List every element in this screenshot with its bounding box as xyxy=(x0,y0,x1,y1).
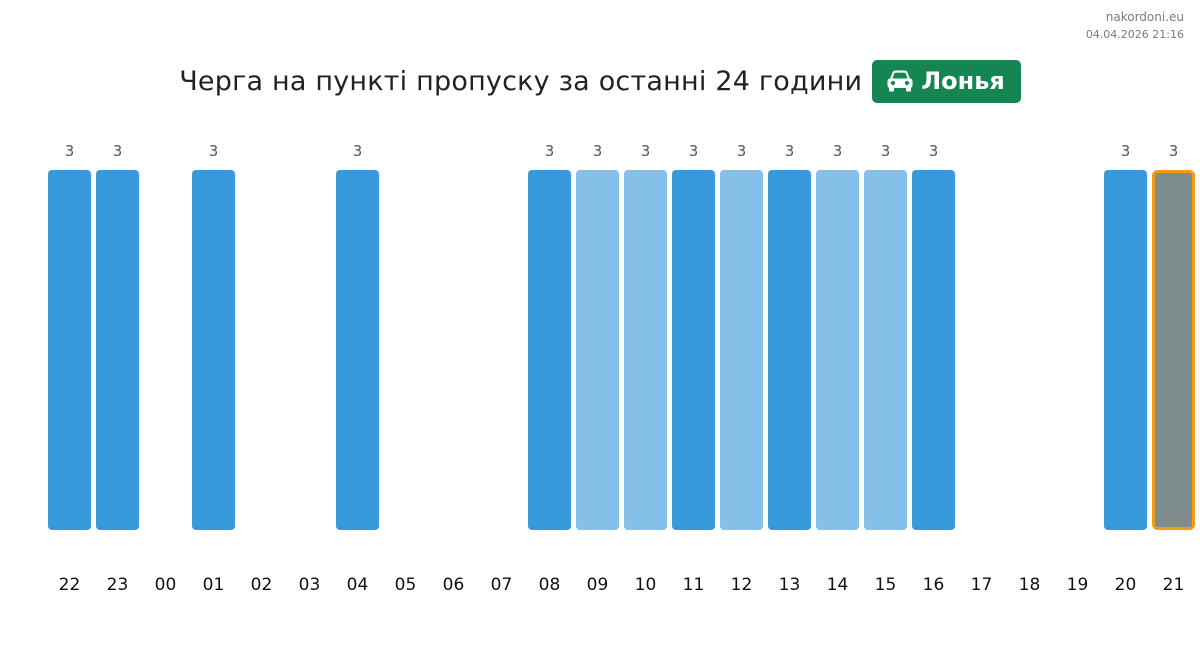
tick-label-04: 04 xyxy=(347,575,369,595)
bar-04 xyxy=(336,170,379,530)
tick-label-05: 05 xyxy=(395,575,417,595)
car-icon xyxy=(887,70,913,92)
value-label-10: 3 xyxy=(641,142,651,160)
bar-14 xyxy=(816,170,859,530)
tick-label-09: 09 xyxy=(587,575,609,595)
value-label-21: 3 xyxy=(1169,142,1179,160)
tick-label-23: 23 xyxy=(107,575,129,595)
tick-label-15: 15 xyxy=(875,575,897,595)
tick-label-08: 08 xyxy=(539,575,561,595)
site-domain: nakordoni.eu xyxy=(1105,10,1184,24)
title-row: Черга на пункті пропуску за останні 24 г… xyxy=(0,59,1200,103)
chart-title: Черга на пункті пропуску за останні 24 г… xyxy=(179,65,863,97)
value-label-22: 3 xyxy=(65,142,75,160)
bar-23 xyxy=(96,170,139,530)
tick-label-02: 02 xyxy=(251,575,273,595)
bar-01 xyxy=(192,170,235,530)
value-label-04: 3 xyxy=(353,142,363,160)
checkpoint-badge: Лонья xyxy=(872,59,1021,103)
tick-label-06: 06 xyxy=(443,575,465,595)
value-label-11: 3 xyxy=(689,142,699,160)
bar-09 xyxy=(576,170,619,530)
tick-label-11: 11 xyxy=(683,575,705,595)
tick-label-07: 07 xyxy=(491,575,513,595)
tick-label-22: 22 xyxy=(59,575,81,595)
tick-label-20: 20 xyxy=(1115,575,1137,595)
value-label-16: 3 xyxy=(929,142,939,160)
value-label-20: 3 xyxy=(1121,142,1131,160)
tick-label-18: 18 xyxy=(1019,575,1041,595)
tick-label-16: 16 xyxy=(923,575,945,595)
bar-08 xyxy=(528,170,571,530)
tick-label-21: 21 xyxy=(1163,575,1185,595)
bar-22 xyxy=(48,170,91,530)
bar-13 xyxy=(768,170,811,530)
bar-12 xyxy=(720,170,763,530)
checkpoint-name: Лонья xyxy=(921,67,1005,95)
bar-20 xyxy=(1104,170,1147,530)
bar-15 xyxy=(864,170,907,530)
tick-label-19: 19 xyxy=(1067,575,1089,595)
tick-label-14: 14 xyxy=(827,575,849,595)
tick-label-10: 10 xyxy=(635,575,657,595)
tick-label-17: 17 xyxy=(971,575,993,595)
tick-label-12: 12 xyxy=(731,575,753,595)
value-label-01: 3 xyxy=(209,142,219,160)
value-label-15: 3 xyxy=(881,142,891,160)
bar-16 xyxy=(912,170,955,530)
value-label-08: 3 xyxy=(545,142,555,160)
timestamp: 04.04.2026 21:16 xyxy=(1085,28,1184,41)
tick-label-01: 01 xyxy=(203,575,225,595)
value-label-09: 3 xyxy=(593,142,603,160)
bar-10 xyxy=(624,170,667,530)
bar-11 xyxy=(672,170,715,530)
value-label-12: 3 xyxy=(737,142,747,160)
tick-label-00: 00 xyxy=(155,575,177,595)
value-label-23: 3 xyxy=(113,142,123,160)
tick-label-03: 03 xyxy=(299,575,321,595)
tick-label-13: 13 xyxy=(779,575,801,595)
site-header: nakordoni.eu 04.04.2026 21:16 xyxy=(1086,10,1184,42)
bar-21-current xyxy=(1152,170,1195,530)
value-label-14: 3 xyxy=(833,142,843,160)
value-label-13: 3 xyxy=(785,142,795,160)
